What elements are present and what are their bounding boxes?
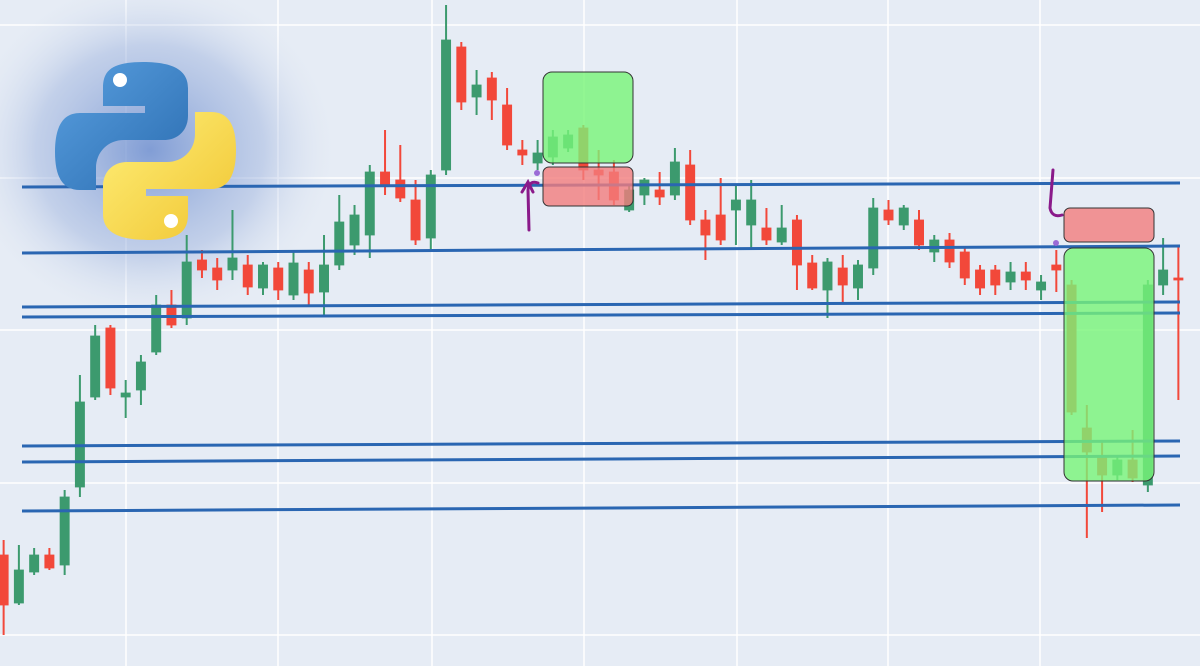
candle-body [807, 262, 818, 289]
candle-body [364, 171, 375, 236]
candle-body [1036, 281, 1047, 291]
candle-body [715, 214, 726, 241]
logo-eye [164, 214, 178, 228]
candle-body [639, 179, 650, 196]
candle-body [13, 569, 24, 604]
level-line [21, 454, 1181, 464]
candle-body [883, 209, 894, 221]
candle-body [853, 264, 863, 289]
candle-body [410, 199, 421, 241]
candle-body [761, 227, 772, 241]
candle-body [1051, 264, 1062, 271]
entry-dot [1053, 240, 1059, 246]
candle-body [59, 496, 70, 566]
candle-body [822, 261, 833, 291]
candle-body [212, 267, 223, 281]
candle-body [288, 262, 299, 296]
candle-body [242, 264, 253, 288]
candle-body [746, 199, 757, 226]
logo-yellow [103, 112, 236, 240]
candle-body [837, 267, 848, 286]
candle-body [791, 219, 802, 266]
candle-body [196, 259, 207, 271]
candle-body [258, 264, 268, 289]
candle-body [425, 174, 436, 239]
candle-body [517, 149, 528, 156]
candle-body [669, 161, 680, 196]
candle-body [0, 554, 9, 606]
logo-blue [55, 62, 188, 190]
candle-body [990, 269, 1001, 286]
candle-body [120, 392, 131, 398]
candle-body [441, 39, 452, 171]
candle-body [685, 164, 696, 221]
candle-body [29, 554, 40, 573]
candle-body [486, 77, 497, 101]
logo-eye [113, 73, 127, 87]
signals [520, 168, 1064, 246]
candle-body [471, 84, 482, 98]
stop-zone [1063, 207, 1155, 243]
target-zone [542, 71, 634, 164]
candle-body [181, 261, 192, 319]
level-line [21, 311, 1181, 319]
level-line [21, 300, 1181, 309]
candle-body [1005, 271, 1016, 283]
level-line [21, 244, 1181, 255]
candle-body [502, 104, 513, 146]
target-zone [1063, 247, 1155, 482]
candle-body [959, 251, 970, 279]
level-line [21, 503, 1181, 513]
stop-zone [542, 166, 634, 207]
entry-dot [534, 170, 540, 176]
candle-body [135, 361, 146, 391]
candle-body [395, 179, 406, 199]
buy-arrow-head [520, 178, 535, 194]
candle-body [334, 221, 345, 266]
candle-body [349, 214, 360, 246]
candle-body [700, 219, 711, 236]
python-logo [55, 62, 236, 240]
sell-arrow [1048, 168, 1064, 218]
candle-body [90, 335, 101, 398]
candle-body [456, 46, 467, 103]
candle-body [227, 257, 238, 271]
candle-body [1020, 271, 1031, 281]
candle-body [532, 152, 543, 164]
candle-body [1173, 277, 1184, 281]
candle-body [380, 171, 391, 186]
candle-body [44, 554, 55, 569]
candle-body [975, 269, 986, 289]
candle-body [303, 269, 314, 294]
candle-body [776, 227, 787, 243]
candle-body [151, 304, 162, 353]
candle-body [654, 189, 665, 198]
candle-body [319, 264, 329, 293]
candle-body [868, 207, 879, 269]
candle-body [1158, 269, 1169, 286]
candle-body [730, 199, 741, 211]
zones [542, 71, 1155, 482]
candle-body [914, 219, 924, 246]
candle-body [944, 239, 955, 263]
candle-body [898, 207, 909, 226]
candle-body [273, 267, 284, 291]
level-line [21, 439, 1181, 448]
candle-body [105, 327, 116, 389]
